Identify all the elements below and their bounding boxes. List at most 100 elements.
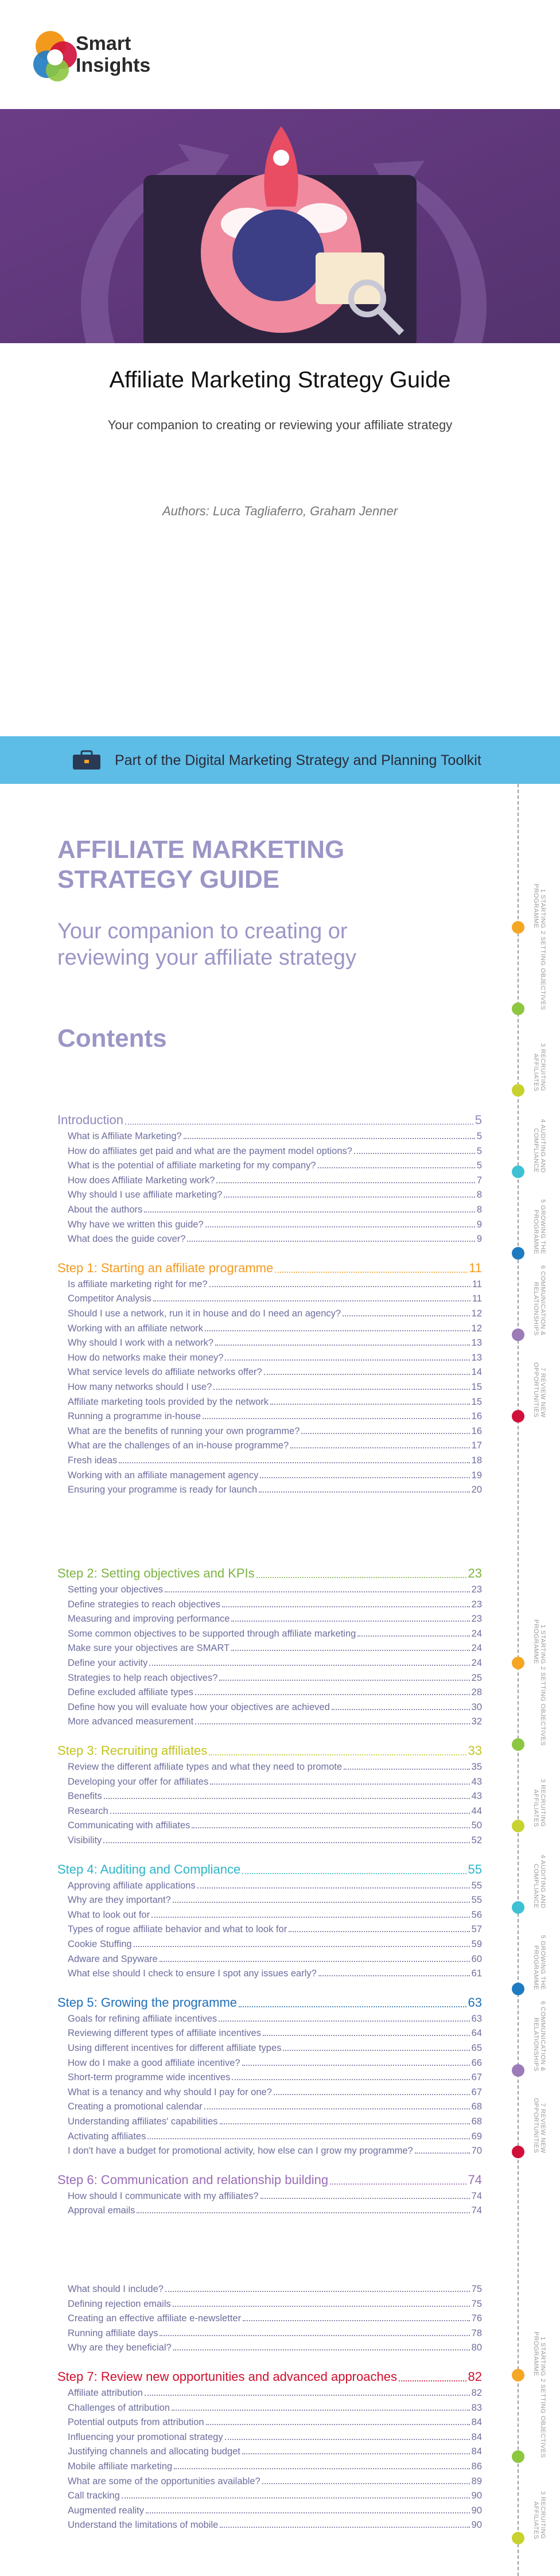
entry-page: 90 [471, 2505, 482, 2516]
leader [256, 1577, 466, 1578]
entry-title: Why are they important? [68, 1895, 171, 1906]
entry-title: What are some of the opportunities avail… [68, 2476, 260, 2486]
step-dot [512, 1738, 524, 1751]
entry-title: What is the potential of affiliate marke… [68, 1160, 316, 1171]
leader [231, 1650, 470, 1652]
entry-title: What is a tenancy and why should I pay f… [68, 2087, 272, 2097]
toc-entry: What does the guide cover? 9 [68, 1231, 482, 1245]
toc-entry: How many networks should I use? 15 [68, 1379, 482, 1393]
entry-title: Justifying channels and allocating budge… [68, 2446, 240, 2457]
entry-title: Competitor Analysis [68, 1293, 151, 1304]
entry-title: Understand the limitations of mobile [68, 2520, 219, 2531]
entry-page: 90 [471, 2520, 482, 2531]
entry-page: 82 [471, 2388, 482, 2398]
leader [110, 1812, 470, 1814]
leader [151, 1916, 470, 1918]
toc-entry: Goals for refining affiliate incentives 6… [68, 2011, 482, 2025]
entry-page: 43 [471, 1776, 482, 1787]
toc-entry: Justifying channels and allocating budge… [68, 2443, 482, 2457]
entry-page: 50 [471, 1820, 482, 1831]
entry-page: 19 [471, 1470, 482, 1481]
toc-entry: How do I make a good affiliate incentive… [68, 2055, 482, 2069]
entry-page: 7 [476, 1175, 482, 1186]
step-dot [512, 2064, 524, 2077]
entry-page: 8 [476, 1205, 482, 1215]
briefcase-icon [73, 750, 100, 770]
leader [210, 1783, 470, 1785]
entry-page: 17 [471, 1440, 482, 1451]
banner-text: Part of the Digital Marketing Strategy a… [115, 752, 481, 768]
heading-title: Step 4: Auditing and Compliance [57, 1862, 241, 1876]
entry-title: What is Affiliate Marketing? [68, 1131, 182, 1141]
step-dot [512, 2450, 524, 2463]
toc-entry: I don't have a budget for promotional ac… [68, 2143, 482, 2157]
entry-title: Approving affiliate applications [68, 1880, 196, 1891]
entry-title: Cookie Stuffing [68, 1939, 132, 1949]
toc-entry: What else should I check to ensure I spo… [68, 1965, 482, 1979]
leader [159, 1960, 470, 1962]
entry-title: Mobile affiliate marketing [68, 2461, 173, 2472]
leader [219, 2020, 470, 2022]
leader [343, 1315, 470, 1316]
toc-entry: Approval emails 74 [68, 2202, 482, 2216]
toc-entry: Setting your objectives 23 [68, 1582, 482, 1595]
leader [262, 2482, 470, 2484]
toc-entry: Mobile affiliate marketing 86 [68, 2458, 482, 2472]
entry-title: Define your activity [68, 1658, 148, 1668]
step-label: 5 GROWING THE PROGRAMME [532, 1935, 546, 1990]
entry-title: Working with an affiliate management age… [68, 1470, 259, 1481]
leader [144, 1211, 475, 1213]
entry-title: Reviewing different types of affiliate i… [68, 2028, 261, 2039]
entry-page: 13 [471, 1338, 482, 1349]
leader [192, 1827, 470, 1829]
leader [219, 2123, 470, 2124]
entry-title: Benefits [68, 1791, 102, 1802]
toc-heading: Step 5: Growing the programme 63 [57, 1993, 482, 2010]
entry-page: 89 [471, 2476, 482, 2486]
entry-title: More advanced measurement [68, 1716, 194, 1727]
entry-title: Define excluded affiliate types [68, 1687, 193, 1698]
leader [172, 2305, 470, 2307]
leader [165, 2291, 470, 2292]
toc-entry: What should I include? 75 [68, 2281, 482, 2295]
leader [224, 2438, 470, 2440]
leader [242, 2064, 470, 2066]
leader [220, 2527, 470, 2528]
entry-title: Is affiliate marketing right for me? [68, 1279, 208, 1289]
entry-title: Approval emails [68, 2205, 135, 2216]
entry-page: 5 [476, 1131, 482, 1141]
toc-entry: Adware and Spyware 60 [68, 1951, 482, 1965]
entry-title: Review the different affiliate types and… [68, 1762, 343, 1772]
entry-page: 13 [471, 1352, 482, 1363]
toc-entry: Types of rogue affiliate behavior and wh… [68, 1921, 482, 1935]
entry-title: How do networks make their money? [68, 1352, 224, 1363]
toc-entry: Visibility 52 [68, 1832, 482, 1846]
step-dot [512, 2532, 524, 2544]
entry-title: Types of rogue affiliate behavior and wh… [68, 1924, 287, 1935]
entry-title: What to look out for [68, 1909, 150, 1920]
entry-page: 20 [471, 1485, 482, 1495]
entry-page: 35 [471, 1762, 482, 1772]
step-dot [512, 1084, 524, 1097]
entry-title: Research [68, 1805, 108, 1816]
entry-title: How do affiliates get paid and what are … [68, 1145, 352, 1156]
entry-title: Call tracking [68, 2490, 120, 2501]
toc-entry: Understanding affiliates' capabilities 68 [68, 2113, 482, 2127]
entry-page: 67 [471, 2072, 482, 2083]
logo-area: Smart Insights [33, 31, 150, 81]
leader [125, 1124, 473, 1125]
entry-page: 43 [471, 1791, 482, 1802]
toc-entry: How should I communicate with my affilia… [68, 2188, 482, 2202]
entry-page: 90 [471, 2490, 482, 2501]
toc-entry: Call tracking 90 [68, 2488, 482, 2501]
leader [263, 1374, 470, 1376]
entry-title: What are the benefits of running your ow… [68, 1425, 300, 1436]
leader [187, 1241, 475, 1242]
leader [273, 2093, 470, 2095]
entry-title: Communicating with affiliates [68, 1820, 190, 1831]
step-dot [512, 2369, 524, 2381]
step-dot [512, 1165, 524, 1178]
toc-entry: Research 44 [68, 1803, 482, 1817]
heading-title: Step 7: Review new opportunities and adv… [57, 2369, 397, 2384]
toc-entry: Measuring and improving performance 23 [68, 1611, 482, 1625]
